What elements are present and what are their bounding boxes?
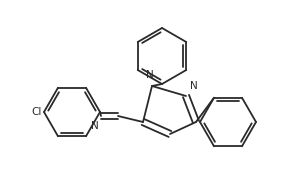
Text: N: N: [91, 121, 99, 131]
Text: Cl: Cl: [32, 107, 42, 117]
Text: N: N: [190, 81, 198, 91]
Text: N: N: [146, 70, 154, 80]
